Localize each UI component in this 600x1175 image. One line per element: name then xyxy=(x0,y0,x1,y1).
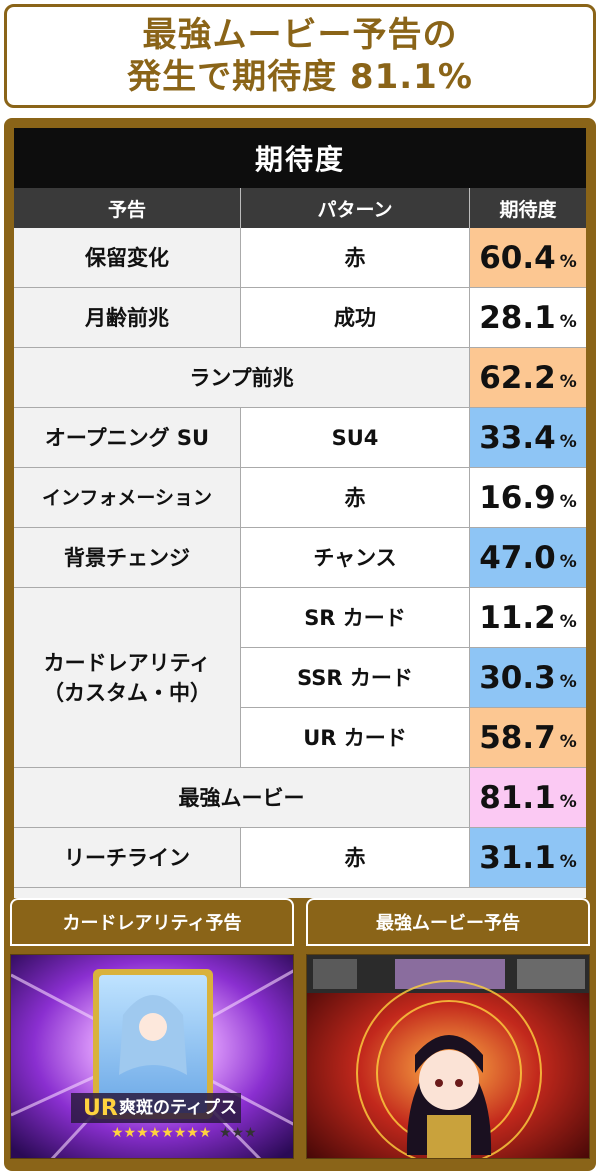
row-value: 16.9% xyxy=(470,468,586,528)
row-value: 28.1% xyxy=(470,288,586,348)
value-unit: % xyxy=(559,671,577,692)
row-label: オープニング SU xyxy=(14,408,241,468)
row-label: 背景チェンジ xyxy=(14,528,241,588)
value-number: 62.2 xyxy=(479,359,556,396)
value-number: 31.1 xyxy=(479,839,556,876)
row-value: 47.0% xyxy=(470,528,586,588)
value-number: 60.4 xyxy=(479,239,556,276)
value-unit: % xyxy=(559,311,577,332)
value-unit: % xyxy=(559,791,577,812)
row-label: 月齢前兆 xyxy=(14,288,241,348)
row-label: カードレアリティ （カスタム・中） xyxy=(14,588,241,768)
row-value: 58.7% xyxy=(470,708,586,768)
strongest-movie-panel-title: 最強ムービー予告 xyxy=(306,898,590,946)
card-name: 爽斑のティプス xyxy=(119,1097,237,1118)
table-title: 期待度 xyxy=(14,128,586,188)
row-pattern: チャンス xyxy=(241,528,470,588)
value-unit: % xyxy=(559,611,577,632)
value-unit: % xyxy=(559,551,577,572)
card-rarity-panel-title: カードレアリティ予告 xyxy=(10,898,294,946)
row-pattern: 赤 xyxy=(241,228,470,288)
row-label: 保留変化 xyxy=(14,228,241,288)
value-number: 47.0 xyxy=(479,539,556,576)
value-number: 81.1 xyxy=(479,779,556,816)
row-value: 30.3% xyxy=(470,648,586,708)
value-unit: % xyxy=(559,431,577,452)
row-pattern: 赤 xyxy=(241,468,470,528)
row-pattern: SU4 xyxy=(241,408,470,468)
row-pattern: SSR カード xyxy=(241,648,470,708)
card-rarity-image: UR 爽斑のティプス ★★★★★★★★ ★★★ xyxy=(10,954,294,1159)
row-value: 33.4% xyxy=(470,408,586,468)
row-pattern: UR カード xyxy=(241,708,470,768)
row-label: ランプ前兆 xyxy=(14,348,470,408)
svg-text:★★★: ★★★ xyxy=(219,1125,257,1141)
value-number: 30.3 xyxy=(479,659,556,696)
value-number: 58.7 xyxy=(479,719,556,756)
value-number: 33.4 xyxy=(479,419,556,456)
svg-text:★★★★★★★★: ★★★★★★★★ xyxy=(111,1125,211,1141)
row-value: 81.1% xyxy=(470,768,586,828)
column-header-pattern: パターン xyxy=(241,188,470,228)
row-value: 60.4% xyxy=(470,228,586,288)
value-number: 28.1 xyxy=(479,299,556,336)
strongest-movie-image xyxy=(306,954,590,1159)
expectation-table: 期待度 予告 パターン 期待度 保留変化 赤 60.4% 月齢前兆 成功 28.… xyxy=(14,128,586,898)
header-banner: 最強ムービー予告の 発生で期待度 81.1% xyxy=(4,4,596,108)
row-label: リーチライン xyxy=(14,828,241,888)
row-pattern: 赤 xyxy=(241,828,470,888)
content-frame: 期待度 予告 パターン 期待度 保留変化 赤 60.4% 月齢前兆 成功 28.… xyxy=(4,118,596,1171)
value-number: 11.2 xyxy=(479,599,556,636)
row-value: 11.2% xyxy=(470,588,586,648)
card-rank: UR xyxy=(83,1096,118,1121)
column-header-notice: 予告 xyxy=(14,188,241,228)
row-value: 62.2% xyxy=(470,348,586,408)
value-unit: % xyxy=(559,491,577,512)
row-pattern: SR カード xyxy=(241,588,470,648)
row-value: 31.1% xyxy=(470,828,586,888)
value-number: 16.9 xyxy=(479,479,556,516)
value-unit: % xyxy=(559,851,577,872)
row-pattern: 成功 xyxy=(241,288,470,348)
header-line-1: 最強ムービー予告の xyxy=(142,15,458,55)
column-header-expectation: 期待度 xyxy=(470,188,586,228)
header-line-2: 発生で期待度 81.1% xyxy=(127,57,473,97)
row-label: インフォメーション xyxy=(14,468,241,528)
row-label: 最強ムービー xyxy=(14,768,470,828)
value-unit: % xyxy=(559,731,577,752)
value-unit: % xyxy=(559,251,577,272)
value-unit: % xyxy=(559,371,577,392)
